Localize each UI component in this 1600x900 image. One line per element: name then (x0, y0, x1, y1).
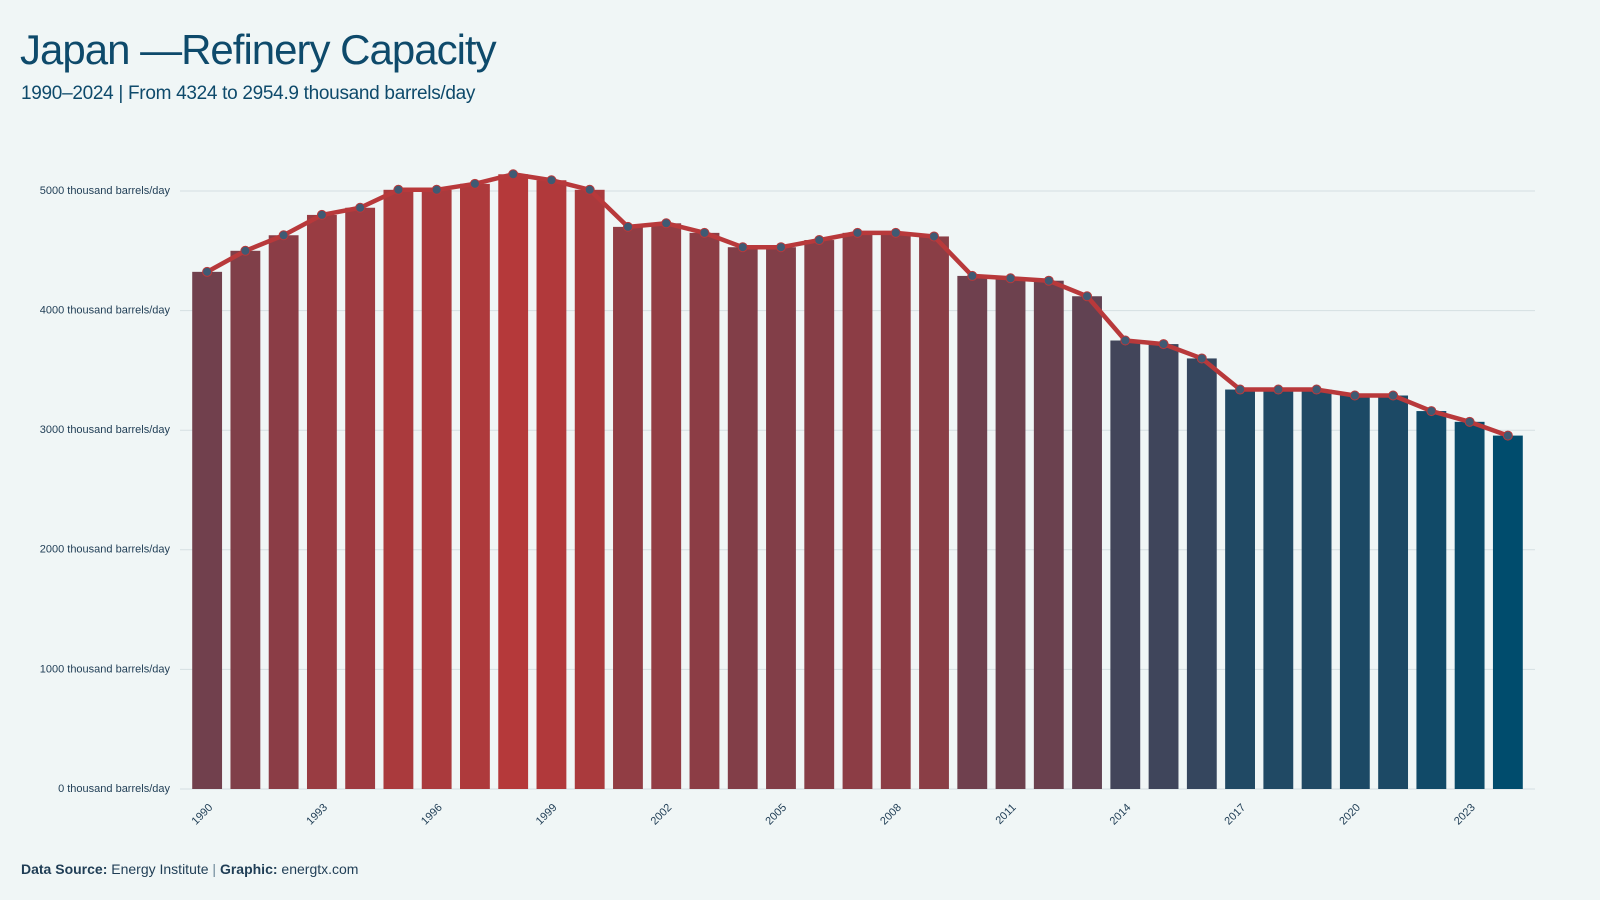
y-tick-label: 3000 thousand barrels/day (40, 424, 171, 436)
marker (699, 227, 710, 238)
bar (995, 278, 1026, 789)
bar (919, 236, 949, 789)
marker (202, 266, 213, 277)
marker (546, 175, 557, 186)
marker (1349, 390, 1360, 401)
marker (814, 235, 825, 246)
marker (852, 227, 863, 238)
graphic: energtx.com (281, 861, 358, 877)
chart-title: Japan —Refinery Capacity (20, 26, 497, 73)
x-tick-label: 2020 (1337, 802, 1363, 828)
x-tick-label: 2005 (763, 802, 789, 828)
bar (1148, 344, 1179, 789)
marker (431, 184, 442, 195)
bar (957, 275, 988, 789)
x-tick-label: 2011 (993, 802, 1018, 827)
bar (727, 247, 758, 789)
bar (1301, 389, 1332, 789)
bar (1186, 358, 1217, 789)
bar (498, 174, 529, 790)
bar (1454, 421, 1485, 789)
bar (689, 232, 720, 790)
marker (661, 218, 672, 229)
marker (1235, 384, 1246, 395)
marker (355, 202, 366, 213)
chart-subtitle: 1990–2024 | From 4324 to 2954.9 thousand… (21, 83, 476, 104)
bar (192, 271, 223, 789)
bar (1416, 411, 1447, 789)
x-tick-label: 1996 (419, 802, 445, 828)
bar (1110, 340, 1141, 789)
marker (622, 221, 633, 232)
footer: Data Source: Energy Institute | Graphic:… (21, 861, 358, 877)
marker (1273, 384, 1284, 395)
marker (1426, 406, 1437, 417)
marker (1464, 416, 1475, 427)
bar (613, 226, 643, 789)
bar (460, 183, 490, 790)
marker (1082, 291, 1093, 302)
x-tick-label: 2023 (1452, 802, 1478, 828)
marker (1120, 335, 1131, 346)
bar (230, 250, 261, 790)
marker (1043, 275, 1054, 286)
marker (240, 245, 251, 256)
bar (1339, 395, 1370, 789)
bar (383, 189, 414, 789)
bar (1263, 389, 1294, 789)
marker (469, 178, 480, 189)
bar (766, 247, 796, 789)
x-tick-label: 2017 (1222, 802, 1248, 828)
y-tick-label: 4000 thousand barrels/day (40, 305, 171, 317)
bar (1378, 395, 1409, 789)
graphic-label: Graphic: (220, 861, 278, 877)
marker (393, 184, 404, 195)
marker (1158, 339, 1169, 350)
bar (268, 235, 299, 789)
bar (536, 180, 567, 790)
bar (574, 189, 605, 789)
marker (316, 209, 327, 220)
source: Energy Institute (111, 861, 208, 877)
x-tick-label: 1993 (304, 802, 330, 828)
x-tick-label: 2014 (1108, 802, 1134, 828)
separator: | (212, 861, 216, 877)
bar (1033, 280, 1064, 789)
marker (1311, 384, 1322, 395)
y-tick-label: 0 thousand barrels/day (58, 783, 170, 795)
bar (651, 223, 682, 790)
marker (584, 184, 595, 195)
bar (421, 189, 452, 789)
marker (775, 242, 786, 253)
bar (306, 214, 337, 790)
x-tick-label: 2008 (878, 802, 904, 828)
marker (929, 231, 940, 242)
bar (1492, 435, 1523, 789)
marker (1005, 273, 1016, 284)
marker (278, 230, 289, 241)
bar (842, 232, 873, 790)
y-tick-label: 2000 thousand barrels/day (40, 544, 171, 556)
source-label: Data Source: (21, 861, 107, 877)
y-tick-label: 5000 thousand barrels/day (40, 185, 171, 197)
bar (804, 240, 835, 789)
marker (1502, 430, 1513, 441)
marker (1388, 390, 1399, 401)
x-tick-label: 1999 (534, 802, 560, 828)
bar (345, 207, 376, 789)
marker (508, 169, 519, 180)
marker (967, 270, 978, 281)
marker (890, 227, 901, 238)
bar (1225, 389, 1255, 789)
x-tick-label: 2002 (649, 802, 675, 828)
bar (1072, 296, 1102, 789)
marker (1196, 353, 1207, 364)
bar (880, 232, 911, 790)
x-tick-label: 1990 (190, 802, 216, 828)
marker (737, 242, 748, 253)
y-tick-label: 1000 thousand barrels/day (40, 663, 171, 675)
